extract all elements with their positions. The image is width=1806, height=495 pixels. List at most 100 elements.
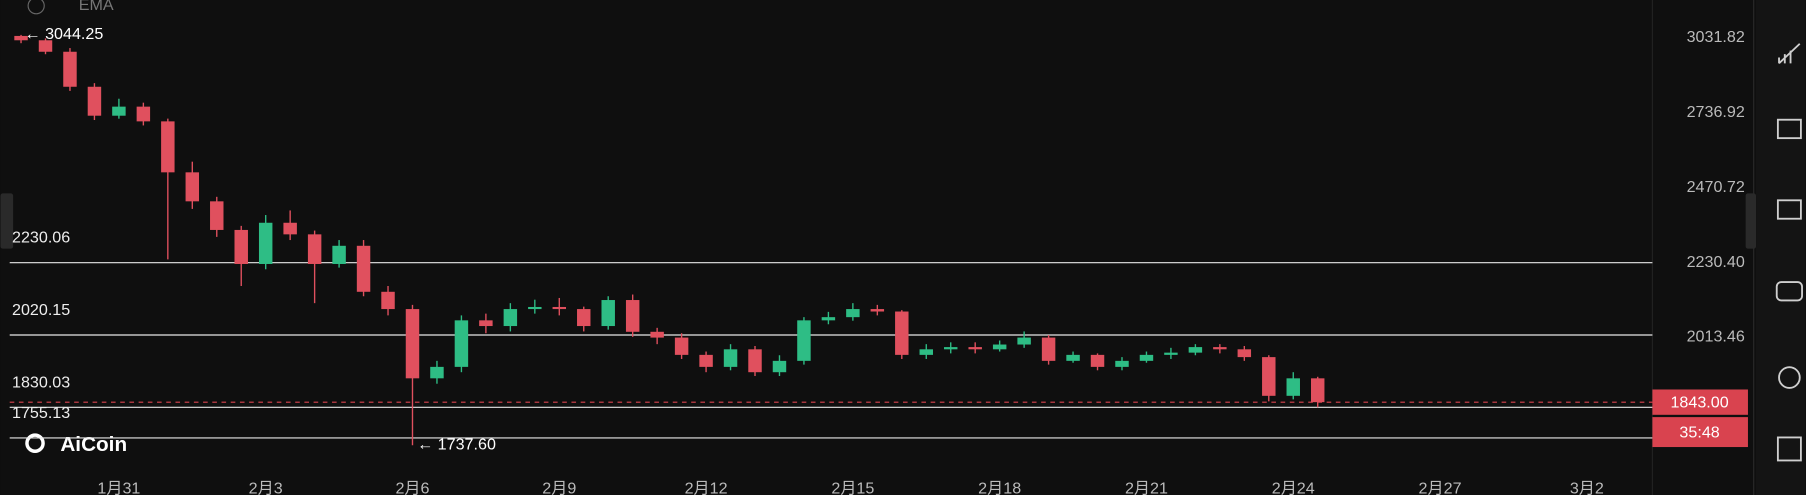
candle xyxy=(356,240,371,297)
candle xyxy=(772,355,787,377)
candle xyxy=(63,48,77,91)
candle xyxy=(601,296,615,330)
x-tick-label: 2月27 xyxy=(1419,479,1462,495)
candle-body xyxy=(1164,352,1178,355)
logo: AiCoin xyxy=(25,433,127,456)
candle xyxy=(1237,345,1252,361)
candle xyxy=(283,210,297,241)
candle-body xyxy=(723,349,738,367)
candle xyxy=(503,303,518,332)
icon-swap[interactable] xyxy=(1778,366,1801,389)
x-tick-label: 2月6 xyxy=(395,479,429,495)
candle-body xyxy=(14,35,28,41)
candle xyxy=(1115,357,1129,371)
last-price-box xyxy=(1652,389,1748,415)
countdown-box xyxy=(1652,417,1748,448)
icon-layout[interactable] xyxy=(1776,436,1802,462)
right-collapse-tab[interactable] xyxy=(1745,193,1757,249)
candle xyxy=(1066,351,1080,363)
candle xyxy=(112,98,126,119)
candle xyxy=(528,299,542,314)
candle-body xyxy=(1139,354,1154,361)
candle xyxy=(479,313,493,334)
candle-body xyxy=(258,222,273,264)
horizontal-line-label: 1755.13 xyxy=(12,404,70,422)
candle xyxy=(1213,344,1227,354)
candle xyxy=(650,327,664,345)
candle xyxy=(968,342,982,354)
candle-body xyxy=(528,306,542,310)
icon-drawing[interactable] xyxy=(1778,43,1801,64)
candle xyxy=(699,351,713,373)
candle xyxy=(161,118,175,260)
candle-body xyxy=(1041,337,1056,361)
x-tick-label: 2月9 xyxy=(542,479,576,495)
candle-body xyxy=(919,349,933,355)
candle-body xyxy=(1017,337,1031,345)
candle xyxy=(919,344,933,359)
candle-body xyxy=(1066,354,1080,361)
candle-body xyxy=(454,320,469,367)
candle-body xyxy=(185,172,200,202)
candle-body xyxy=(870,309,885,312)
candle xyxy=(723,344,738,371)
candle-body xyxy=(674,337,689,355)
left-collapse-tab[interactable] xyxy=(0,193,14,249)
candle-body xyxy=(772,360,787,373)
candle-body xyxy=(1188,347,1203,353)
candle xyxy=(185,161,200,209)
candle-body xyxy=(1090,354,1105,367)
candle-body xyxy=(625,300,640,332)
x-tick-label: 2月3 xyxy=(249,479,283,495)
candle xyxy=(870,304,885,316)
candle-body xyxy=(797,320,811,361)
candle xyxy=(1041,335,1056,365)
x-tick-label: 2月15 xyxy=(831,479,874,495)
candle xyxy=(258,215,273,270)
candle-body xyxy=(503,309,518,327)
candle xyxy=(454,315,469,373)
candle xyxy=(748,345,762,377)
candle xyxy=(895,310,909,359)
horizontal-line-label: 2020.15 xyxy=(12,301,70,319)
candle-body xyxy=(356,245,371,292)
candle xyxy=(1164,347,1178,359)
candle-body xyxy=(895,311,909,355)
candle-body xyxy=(748,349,762,373)
candle-body xyxy=(136,106,151,122)
x-tick-label: 3月2 xyxy=(1570,479,1604,495)
candle xyxy=(1017,331,1031,348)
icon-etf[interactable] xyxy=(1776,199,1802,220)
candle-body xyxy=(381,291,395,310)
candle-body xyxy=(332,245,346,264)
icon-indicator[interactable] xyxy=(1776,118,1802,140)
candle-body xyxy=(699,354,713,367)
candle xyxy=(944,342,958,354)
indicator-toggle[interactable] xyxy=(27,0,45,15)
candle xyxy=(38,38,53,55)
candle-body xyxy=(846,309,860,318)
candle xyxy=(136,102,151,126)
candle-body xyxy=(479,320,493,327)
candle xyxy=(381,286,395,316)
high-annotation: ← 3044.25 xyxy=(24,25,103,43)
icon-bot[interactable] xyxy=(1775,281,1803,302)
candle-body xyxy=(577,309,591,327)
candle-body xyxy=(307,234,322,264)
candle xyxy=(307,230,322,304)
y-tick-label: 2013.46 xyxy=(1687,328,1745,346)
candle-body xyxy=(1237,349,1252,358)
candle-body xyxy=(650,331,664,338)
horizontal-line-label: 2230.06 xyxy=(12,229,70,247)
x-tick-label: 2月12 xyxy=(685,479,728,495)
candle xyxy=(234,225,248,287)
candle-body xyxy=(283,222,297,235)
candle-body xyxy=(405,309,420,379)
candle-body xyxy=(1286,378,1300,396)
candle xyxy=(332,240,346,268)
y-tick-label: 2470.72 xyxy=(1687,178,1745,196)
candle xyxy=(846,303,860,321)
candle xyxy=(1090,353,1105,371)
candle-body xyxy=(112,106,126,116)
